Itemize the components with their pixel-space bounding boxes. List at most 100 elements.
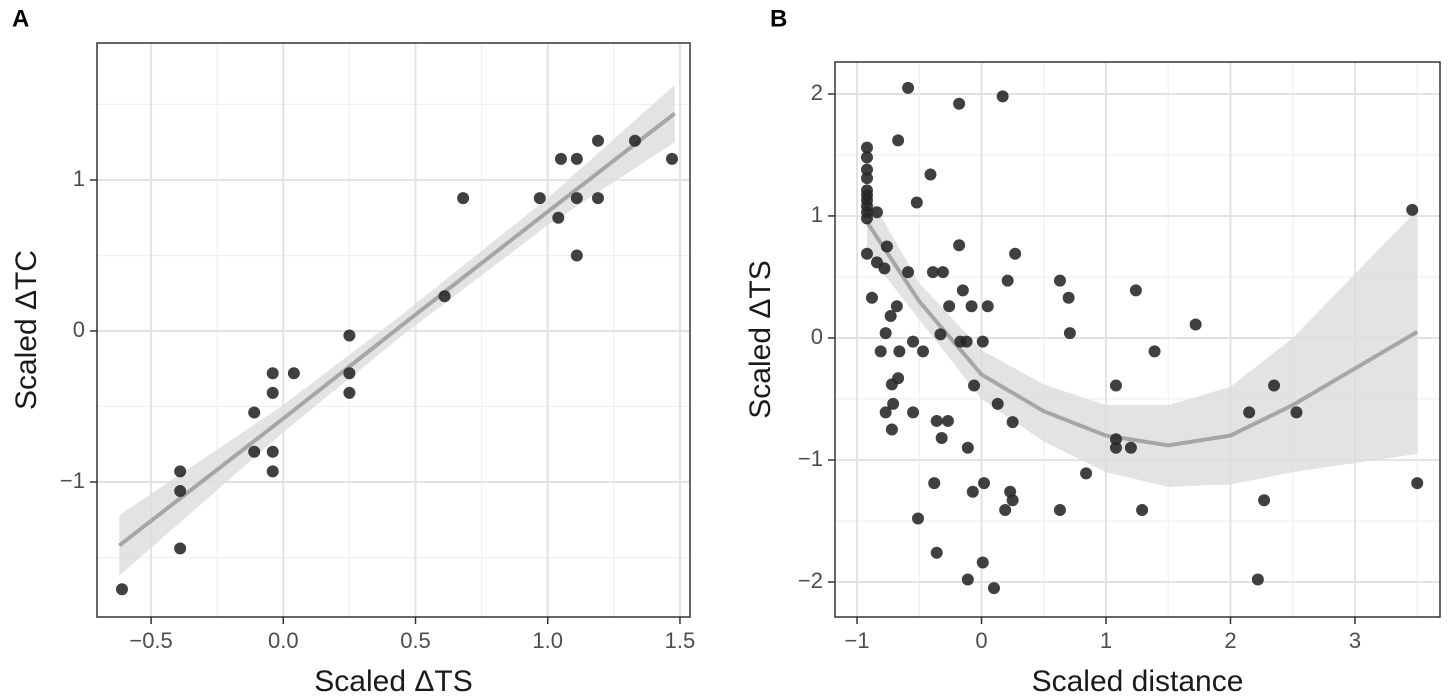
point xyxy=(1053,504,1066,517)
point xyxy=(343,329,356,342)
point xyxy=(907,335,920,348)
point xyxy=(591,134,604,147)
y-tick-label: 1 xyxy=(811,202,823,227)
trend-line xyxy=(865,220,1419,448)
point xyxy=(1148,345,1161,358)
point xyxy=(438,290,451,303)
point xyxy=(976,335,989,348)
point xyxy=(552,211,565,224)
point xyxy=(885,423,898,436)
point xyxy=(917,345,930,358)
panel-label: A xyxy=(12,5,29,32)
point xyxy=(1258,494,1271,507)
point xyxy=(174,465,187,478)
point xyxy=(1009,247,1022,260)
point xyxy=(1053,274,1066,287)
point xyxy=(115,583,128,596)
trend-line xyxy=(118,111,676,548)
point xyxy=(966,485,979,498)
point xyxy=(533,192,546,205)
y-tick-label: 0 xyxy=(73,317,85,342)
point xyxy=(936,266,949,279)
x-tick-label: −1 xyxy=(844,628,869,653)
point xyxy=(902,81,915,94)
point xyxy=(343,386,356,399)
y-tick-label: −1 xyxy=(60,468,85,493)
point xyxy=(1406,203,1419,216)
point xyxy=(879,406,892,419)
point xyxy=(884,310,897,323)
point xyxy=(860,172,873,185)
x-tick-label: 1.0 xyxy=(532,628,563,653)
point xyxy=(996,90,1009,103)
point xyxy=(879,327,892,340)
point xyxy=(999,504,1012,517)
point xyxy=(987,582,1000,595)
point xyxy=(1080,467,1093,480)
point xyxy=(991,397,1004,410)
point xyxy=(924,168,937,181)
point xyxy=(570,152,583,165)
point xyxy=(930,414,943,427)
point xyxy=(874,345,887,358)
point xyxy=(890,300,903,313)
point xyxy=(956,284,969,297)
point xyxy=(1109,441,1122,454)
y-tick-label: −1 xyxy=(798,446,823,471)
point xyxy=(1268,379,1281,392)
point xyxy=(1243,406,1256,419)
plot-border xyxy=(834,61,1441,618)
point xyxy=(893,345,906,358)
point xyxy=(976,556,989,569)
point xyxy=(930,546,943,559)
point xyxy=(248,445,261,458)
x-tick-label: 0.5 xyxy=(400,628,431,653)
plot-border xyxy=(96,42,691,618)
point xyxy=(860,247,873,260)
point xyxy=(965,300,978,313)
point xyxy=(941,414,954,427)
x-tick-label: 3 xyxy=(1349,628,1361,653)
point xyxy=(287,367,300,380)
point xyxy=(1136,504,1149,517)
y-tick-label: 1 xyxy=(73,166,85,191)
point xyxy=(1001,274,1014,287)
x-tick-label: 0.0 xyxy=(268,628,299,653)
point xyxy=(1290,406,1303,419)
point xyxy=(457,192,470,205)
point xyxy=(1062,291,1075,304)
point xyxy=(1063,327,1076,340)
point xyxy=(570,192,583,205)
x-tick-label: 0 xyxy=(975,628,987,653)
point xyxy=(960,335,973,348)
point xyxy=(1251,573,1264,586)
point xyxy=(266,445,279,458)
x-axis-title: Scaled ΔTS xyxy=(314,665,472,698)
point xyxy=(266,367,279,380)
point xyxy=(860,163,873,176)
panel-label: B xyxy=(770,5,787,32)
point xyxy=(870,206,883,219)
x-axis-title: Scaled distance xyxy=(1032,665,1244,698)
point xyxy=(878,262,891,275)
point xyxy=(928,477,941,490)
point xyxy=(887,397,900,410)
point xyxy=(907,406,920,419)
x-tick-label: 1 xyxy=(1100,628,1112,653)
point xyxy=(912,512,925,525)
y-axis-title: Scaled ΔTC xyxy=(10,250,43,410)
point xyxy=(865,291,878,304)
y-tick-label: 0 xyxy=(811,324,823,349)
point xyxy=(174,485,187,498)
point xyxy=(1129,284,1142,297)
point xyxy=(902,266,915,279)
point xyxy=(174,542,187,555)
point xyxy=(343,367,356,380)
point xyxy=(628,134,641,147)
point xyxy=(968,379,981,392)
point xyxy=(266,465,279,478)
point xyxy=(860,151,873,164)
point xyxy=(1189,318,1202,331)
point xyxy=(953,239,966,252)
point xyxy=(981,300,994,313)
